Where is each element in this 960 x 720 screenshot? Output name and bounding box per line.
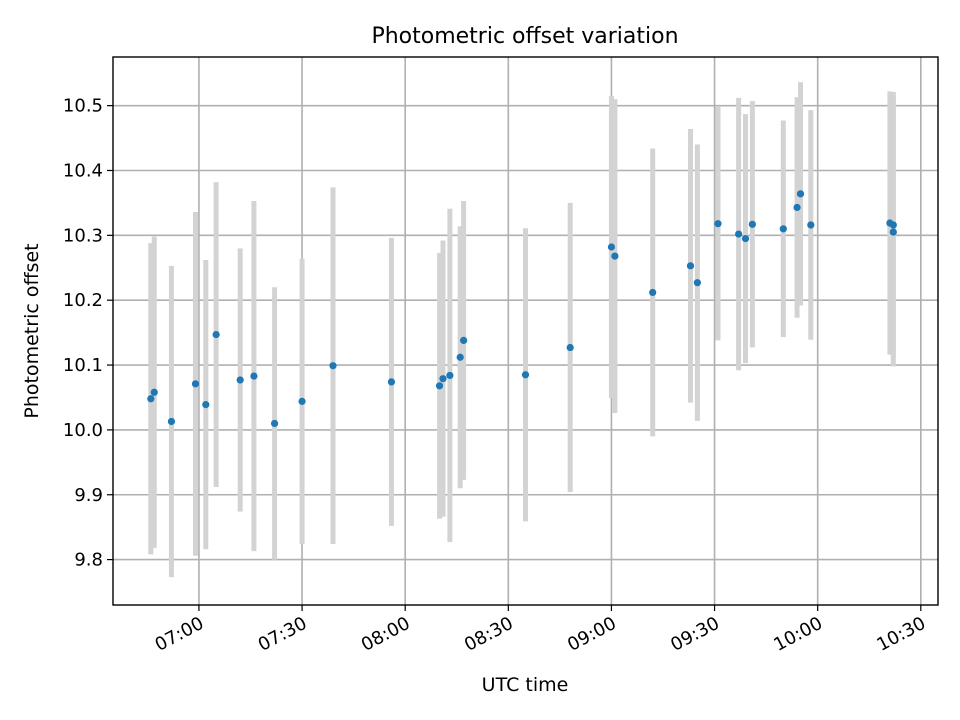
data-point xyxy=(521,371,530,379)
data-point xyxy=(741,234,750,243)
data-points xyxy=(147,190,897,428)
data-point xyxy=(889,221,897,229)
data-point xyxy=(793,203,801,212)
y-tick-label: 10.0 xyxy=(63,420,103,441)
data-point xyxy=(250,372,258,380)
y-tick-label: 10.1 xyxy=(63,355,103,376)
data-point xyxy=(150,388,158,396)
data-point xyxy=(686,262,695,270)
y-tick-label: 9.9 xyxy=(74,485,103,506)
data-point xyxy=(298,397,306,405)
data-point xyxy=(693,279,701,287)
data-point xyxy=(439,375,447,383)
y-tick-label: 10.3 xyxy=(63,225,103,246)
data-point xyxy=(779,225,787,233)
y-tick-label: 10.4 xyxy=(63,160,103,181)
data-point xyxy=(566,343,574,352)
plot-frame xyxy=(112,56,939,606)
data-point xyxy=(191,380,200,388)
data-point xyxy=(167,417,176,426)
chart-title: Photometric offset variation xyxy=(371,24,678,49)
data-point xyxy=(607,243,616,251)
y-tick-label: 10.2 xyxy=(63,290,103,311)
y-tick-label: 10.5 xyxy=(63,96,103,117)
x-axis-label: UTC time xyxy=(482,674,569,696)
data-point xyxy=(714,220,722,228)
data-point xyxy=(796,190,805,198)
data-point xyxy=(456,353,464,361)
y-axis: 9.8 9.9 10.0 10.1 10.2 10.3 10.4 10.5 xyxy=(63,96,113,571)
data-point xyxy=(460,336,468,345)
data-point xyxy=(202,401,210,409)
y-tick-label: 9.8 xyxy=(74,550,103,571)
data-point xyxy=(147,395,155,403)
y-axis-label: Photometric offset xyxy=(21,243,43,418)
data-point xyxy=(748,220,756,228)
data-point xyxy=(435,382,444,390)
data-point xyxy=(735,230,743,238)
data-point xyxy=(807,221,815,229)
data-point xyxy=(387,378,396,386)
data-point xyxy=(270,419,279,428)
data-point xyxy=(212,330,220,339)
data-point xyxy=(889,228,897,236)
data-point xyxy=(236,376,244,384)
data-point xyxy=(329,362,337,370)
data-point xyxy=(611,252,619,260)
data-point xyxy=(446,371,454,380)
data-point xyxy=(649,288,657,297)
